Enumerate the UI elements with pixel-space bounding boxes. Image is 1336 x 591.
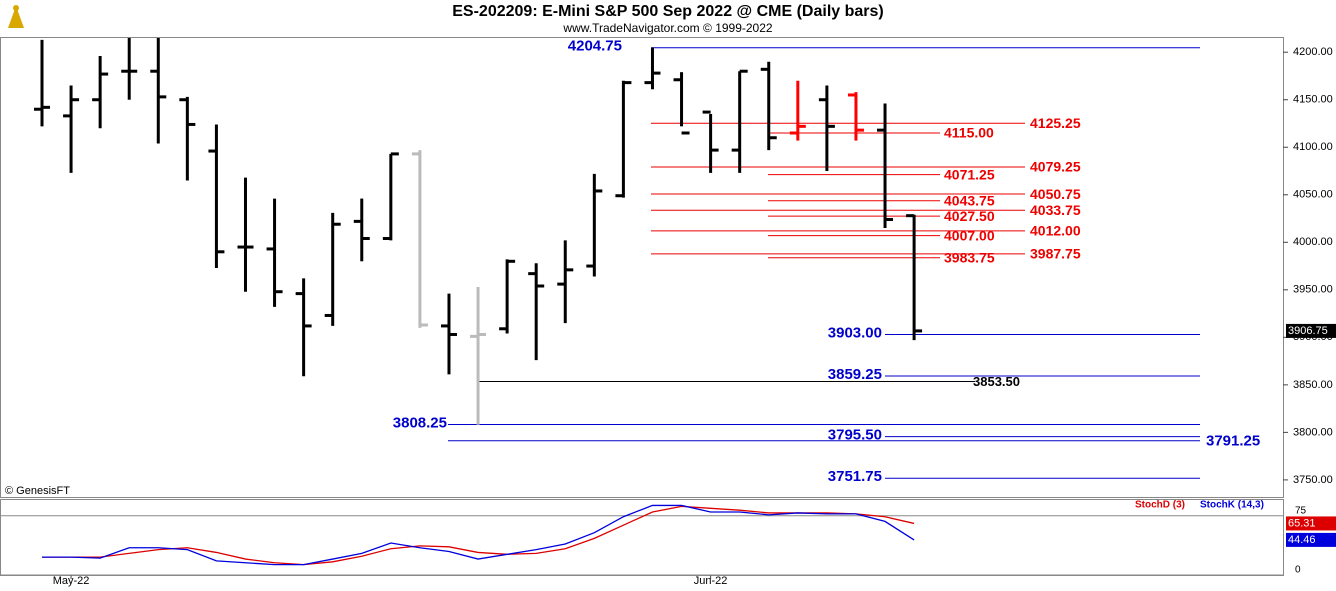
stoch-line (42, 505, 915, 566)
y-tick-label: 4050.00 (1293, 189, 1333, 201)
level-label: 3987.75 (1030, 246, 1081, 262)
y-tick-label: 0 (1295, 565, 1301, 576)
level-label: 3903.00 (828, 324, 882, 341)
last-value-box (1286, 516, 1336, 531)
chart-subtitle: www.TradeNavigator.com © 1999-2022 (562, 21, 772, 35)
level-label: 4027.50 (944, 208, 995, 224)
annotation: © GenesisFT (5, 485, 70, 497)
price-frame (0, 37, 1284, 498)
level-label: 3751.75 (828, 468, 882, 485)
level-label: 4115.00 (944, 125, 994, 141)
last-value-box (1286, 532, 1336, 547)
y-tick-label: 4150.00 (1293, 94, 1333, 106)
level-label: 3859.25 (828, 366, 882, 383)
logo (8, 5, 24, 28)
y-tick-label: 75 (1295, 505, 1307, 516)
level-label: 4043.75 (944, 192, 995, 208)
level-label: 4012.00 (1030, 223, 1081, 239)
x-tick-label: May-22 (53, 575, 90, 587)
level-label: 4071.25 (944, 166, 995, 182)
level-label: 3795.50 (828, 427, 882, 444)
y-tick-label: 4200.00 (1293, 46, 1333, 58)
y-tick-label: 4000.00 (1293, 236, 1333, 248)
x-tick-label: Jun-22 (694, 575, 728, 587)
level-label: 3791.25 (1206, 433, 1260, 450)
last-price-label: 3906.75 (1288, 325, 1328, 337)
last-value-label: 44.46 (1288, 534, 1316, 546)
level-label: 3808.25 (393, 414, 447, 431)
y-tick-label: 3750.00 (1293, 474, 1333, 486)
level-label: 4007.00 (944, 227, 995, 243)
y-tick-label: 3800.00 (1293, 426, 1333, 438)
y-tick-label: 4100.00 (1293, 141, 1333, 153)
last-value-label: 65.31 (1288, 517, 1316, 529)
stoch-line (42, 504, 915, 566)
y-tick-label: 3950.00 (1293, 284, 1333, 296)
level-label: 4050.75 (1030, 186, 1081, 202)
level-label: 3853.50 (973, 374, 1020, 389)
level-label: 3983.75 (944, 249, 995, 265)
level-label: 4079.25 (1030, 159, 1081, 175)
level-label: 4125.25 (1030, 115, 1081, 131)
last-price-box (1286, 323, 1336, 338)
level-label: 4033.75 (1030, 202, 1081, 218)
legend-label: StochD (3) (1135, 500, 1185, 511)
y-tick-label: 3850.00 (1293, 379, 1333, 391)
legend-label: StochK (14,3) (1200, 500, 1264, 511)
chart-title: ES-202209: E-Mini S&P 500 Sep 2022 @ CME… (452, 3, 883, 20)
level-label: 4204.75 (568, 38, 622, 55)
